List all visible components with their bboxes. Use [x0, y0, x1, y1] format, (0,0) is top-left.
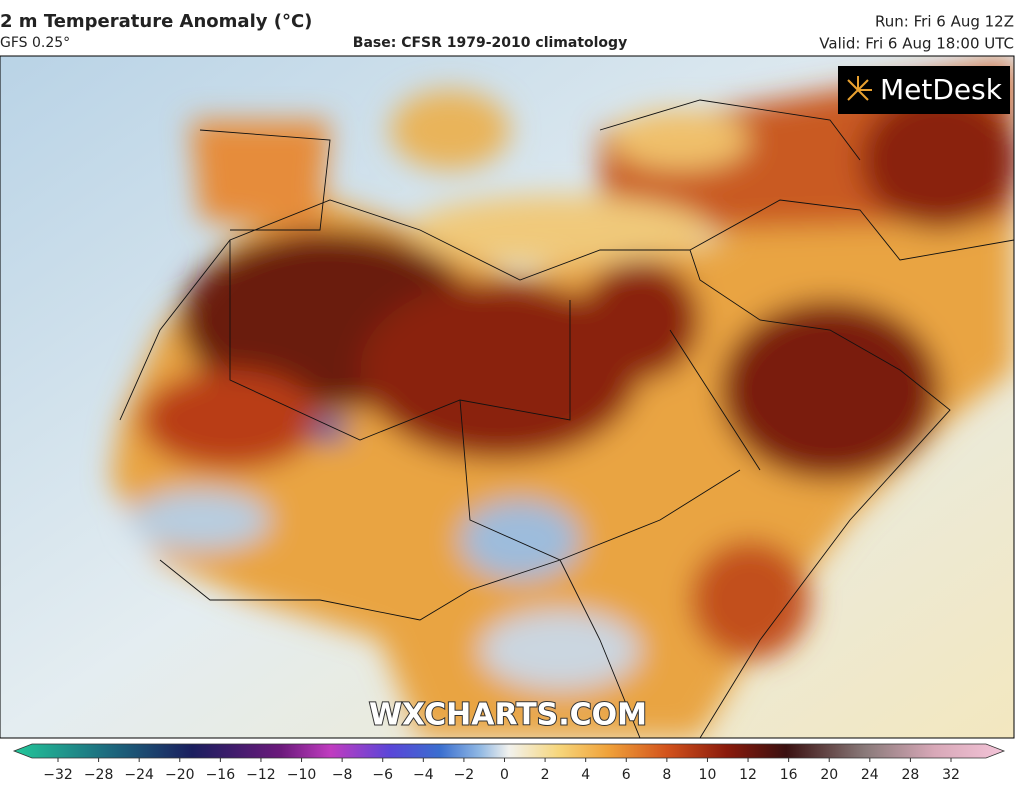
colorbar-tick-label: 6 — [622, 767, 631, 783]
valid: Valid: Fri 6 Aug 18:00 UTC — [819, 35, 1014, 53]
logo-icon — [847, 76, 872, 101]
colorbar-tick-label: −6 — [372, 767, 393, 783]
borders — [119, 99, 1014, 738]
colorbar-tick-label: 12 — [739, 767, 757, 783]
base: Base: CFSR 1979-2010 climatology — [353, 35, 627, 51]
watermark: WXCHARTS.COM — [369, 698, 647, 733]
colorbar-tick-label: 10 — [699, 767, 717, 783]
colorbar-tick-label: −24 — [124, 767, 154, 783]
colorbar-tick-label: −12 — [246, 767, 276, 783]
colorbar-tick-label: 16 — [780, 767, 798, 783]
model: GFS 0.25° — [0, 35, 70, 51]
colorbar-tick-label: −32 — [43, 767, 73, 783]
colorbar-tick-label: 32 — [942, 767, 960, 783]
colorbar-tick-label: −2 — [454, 767, 475, 783]
colorbar — [12, 743, 1006, 759]
colorbar-tick-label: −4 — [413, 767, 434, 783]
colorbar-tick-label: 24 — [861, 767, 879, 783]
logo-text: MetDesk — [880, 73, 1003, 106]
colorbar-tick-label: −10 — [287, 767, 317, 783]
colorbar-tick-label: 20 — [820, 767, 838, 783]
colorbar-tick-label: 2 — [541, 767, 550, 783]
colorbar-tick-label: 8 — [662, 767, 671, 783]
map-frame — [0, 55, 1015, 739]
colorbar-tick-label: −8 — [332, 767, 353, 783]
colorbar-tick-label: −16 — [206, 767, 236, 783]
colorbar-tick-label: 0 — [500, 767, 509, 783]
run: Run: Fri 6 Aug 12Z — [875, 13, 1014, 31]
colorbar-tick-label: 28 — [901, 767, 919, 783]
title: 2 m Temperature Anomaly (°C) — [0, 11, 312, 32]
colorbar-tick-label: 4 — [581, 767, 590, 783]
colorbar-tick-label: −28 — [84, 767, 114, 783]
colorbar-tick-label: −20 — [165, 767, 195, 783]
map — [0, 56, 1014, 738]
